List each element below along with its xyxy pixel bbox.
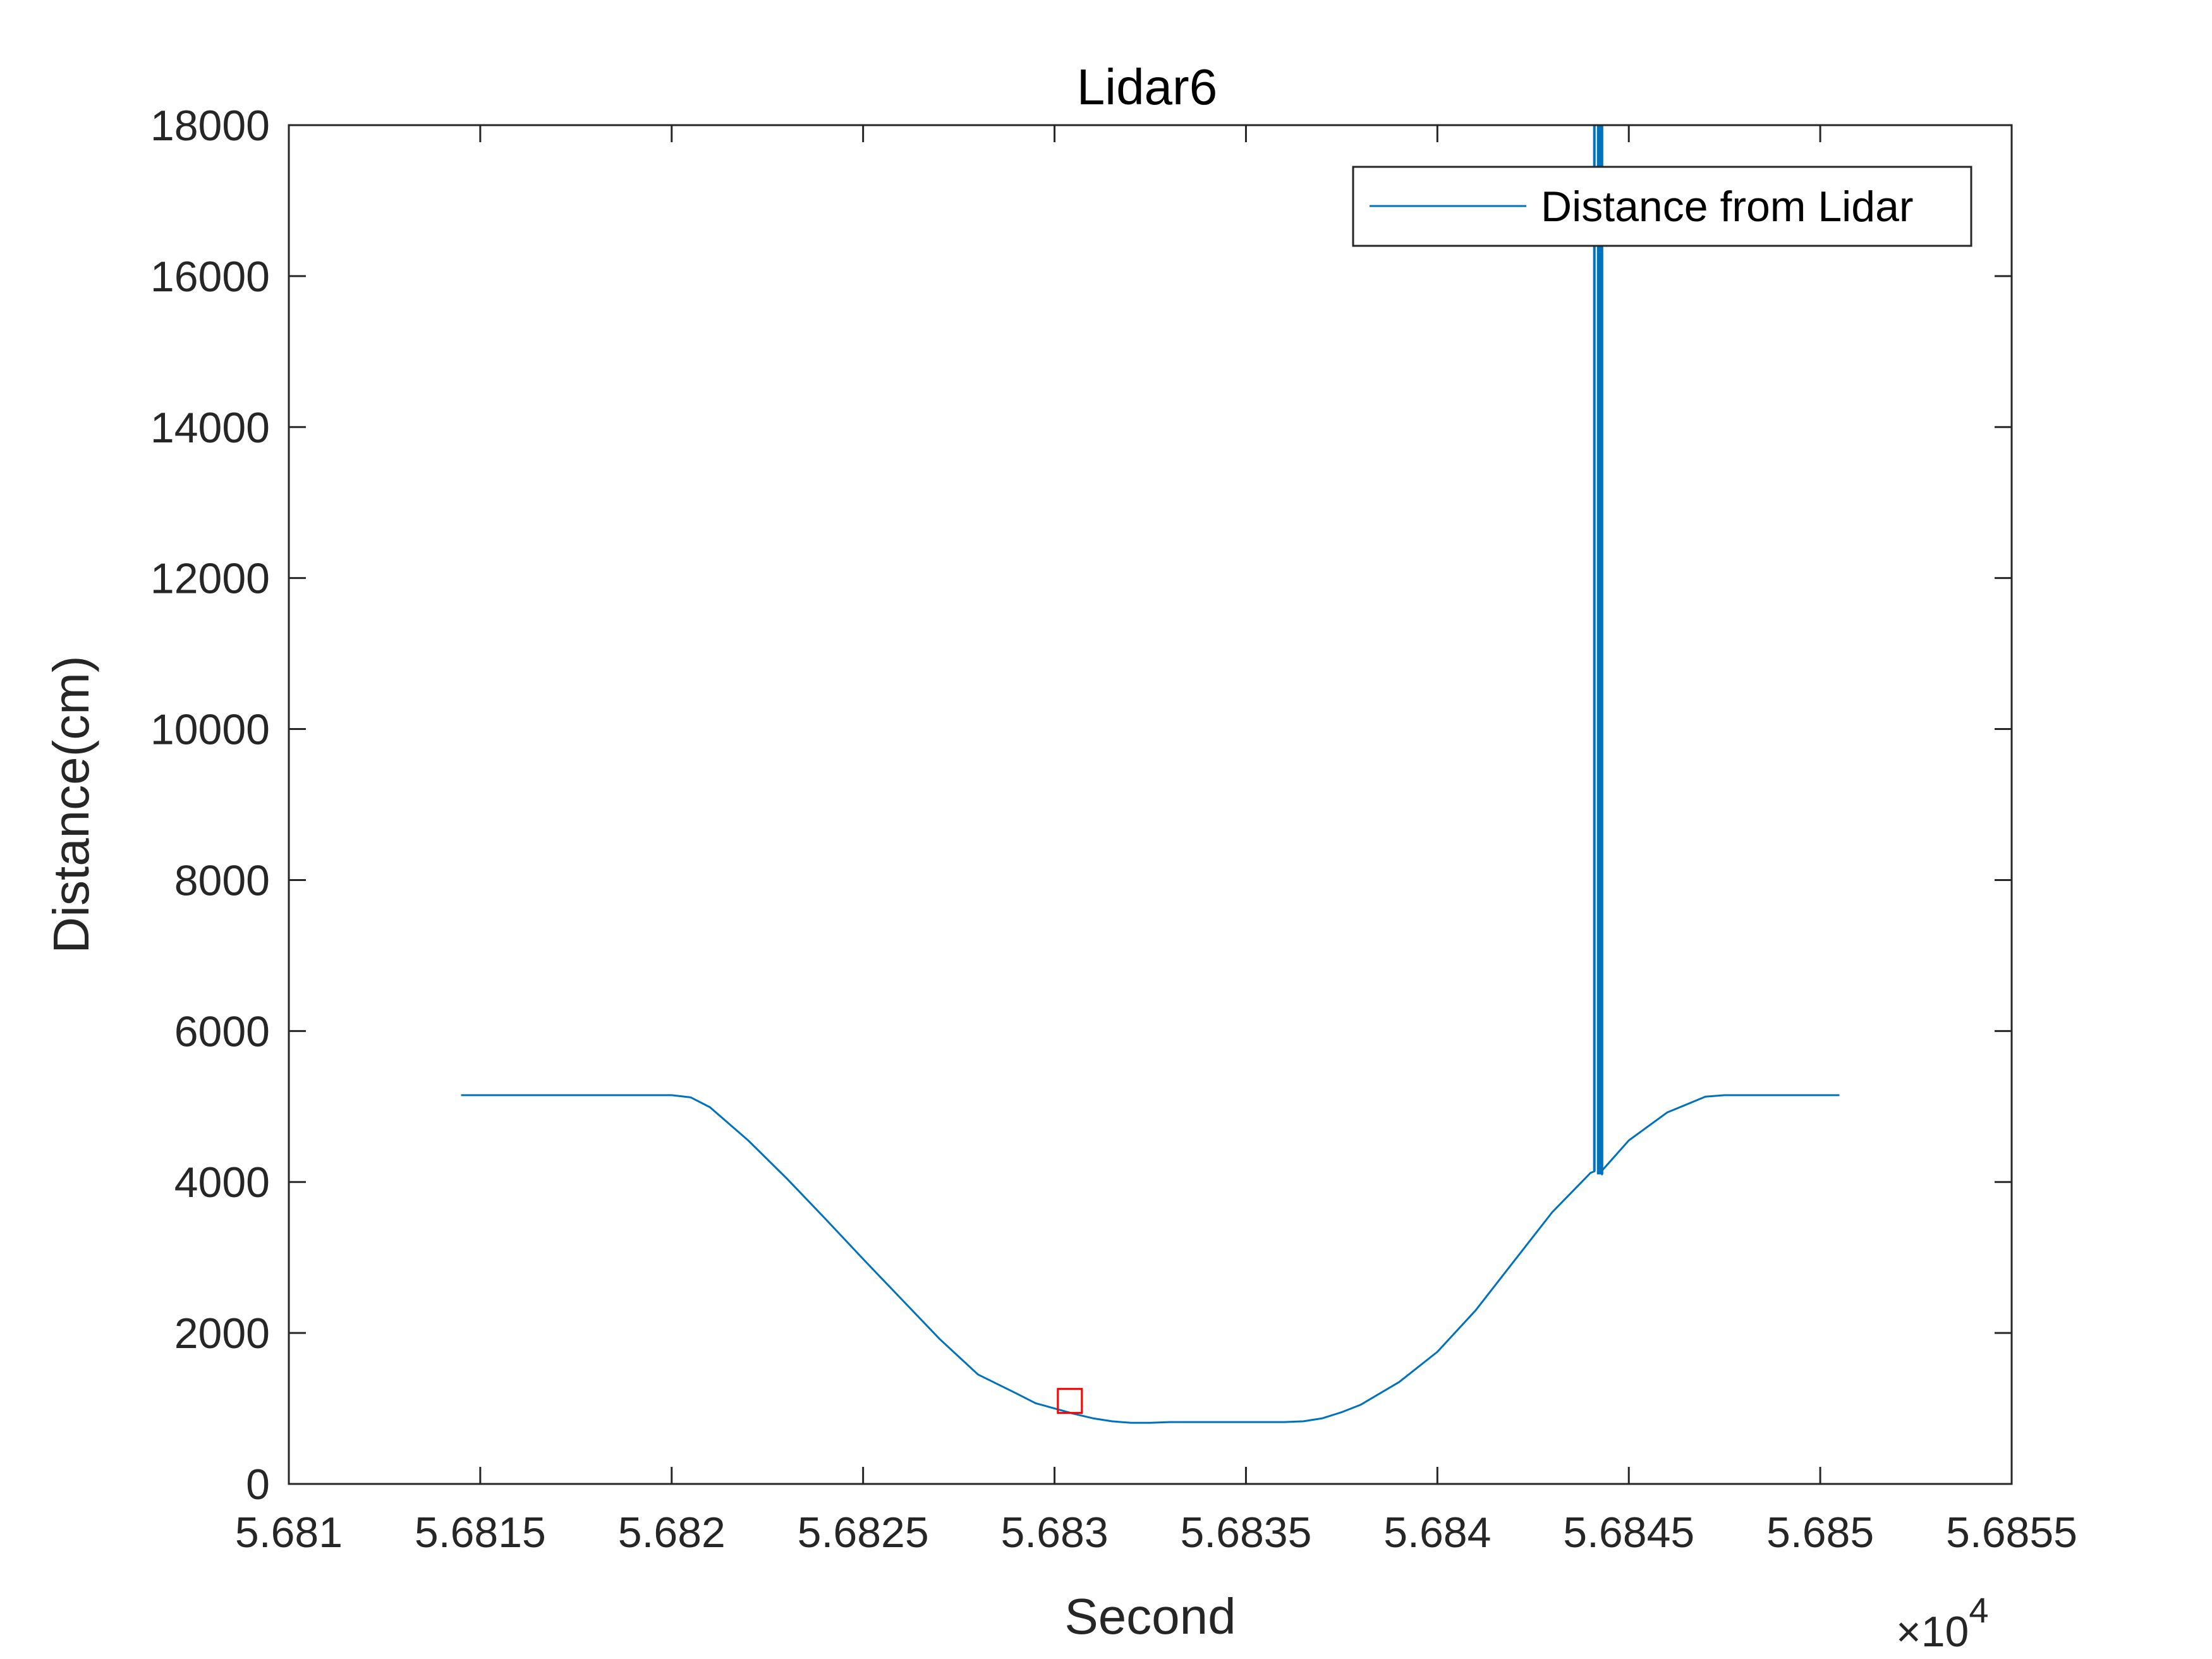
legend: Distance from Lidar [1352, 166, 1972, 247]
y-axis-label: Distance(cm) [43, 655, 99, 953]
legend-entry-label: Distance from Lidar [1541, 183, 1914, 231]
y-tick-label: 0 [246, 1461, 270, 1509]
y-tick-label: 6000 [174, 1007, 270, 1055]
x-axis-label: Second [1064, 1588, 1236, 1644]
x-axis-multiplier: ×104 [1896, 1590, 1989, 1656]
series-spike [1596, 125, 1603, 1175]
y-tick-label: 8000 [174, 856, 270, 904]
x-tick-label: 5.681 [235, 1509, 343, 1557]
x-axis-ticks: 5.681 5.6815 5.682 5.6825 5.683 5.6835 5.684 5.… [235, 125, 2077, 1557]
x-tick-label: 5.6855 [1946, 1509, 2077, 1557]
x-tick-label: 5.685 [1766, 1509, 1874, 1557]
y-tick-label: 14000 [150, 404, 270, 452]
x-tick-label: 5.684 [1383, 1509, 1491, 1557]
y-tick-label: 4000 [174, 1158, 270, 1206]
x-tick-label: 5.6815 [415, 1509, 546, 1557]
series-spike [1593, 125, 1596, 1172]
x-multiplier-base: ×10 [1896, 1608, 1969, 1656]
x-multiplier-exponent: 4 [1969, 1590, 1988, 1630]
plot-area-border [288, 124, 2013, 1485]
x-tick-label: 5.6825 [798, 1509, 929, 1557]
x-tick-label: 5.6845 [1563, 1509, 1694, 1557]
x-tick-label: 5.6835 [1180, 1509, 1311, 1557]
y-tick-label: 10000 [150, 706, 270, 754]
x-tick-label: 5.683 [1000, 1509, 1108, 1557]
series-group [461, 124, 1840, 1424]
y-axis-ticks: 0 2000 4000 6000 8000 10000 12000 14000 16000 180… [150, 102, 2012, 1509]
chart-title: Lidar6 [1077, 59, 1217, 115]
y-tick-label: 2000 [174, 1310, 270, 1358]
annotation-group [1057, 1388, 1083, 1414]
marker-square [1057, 1388, 1083, 1414]
y-tick-label: 12000 [150, 555, 270, 603]
y-tick-label: 16000 [150, 253, 270, 301]
y-tick-label: 18000 [150, 102, 270, 150]
x-tick-label: 5.682 [618, 1509, 726, 1557]
